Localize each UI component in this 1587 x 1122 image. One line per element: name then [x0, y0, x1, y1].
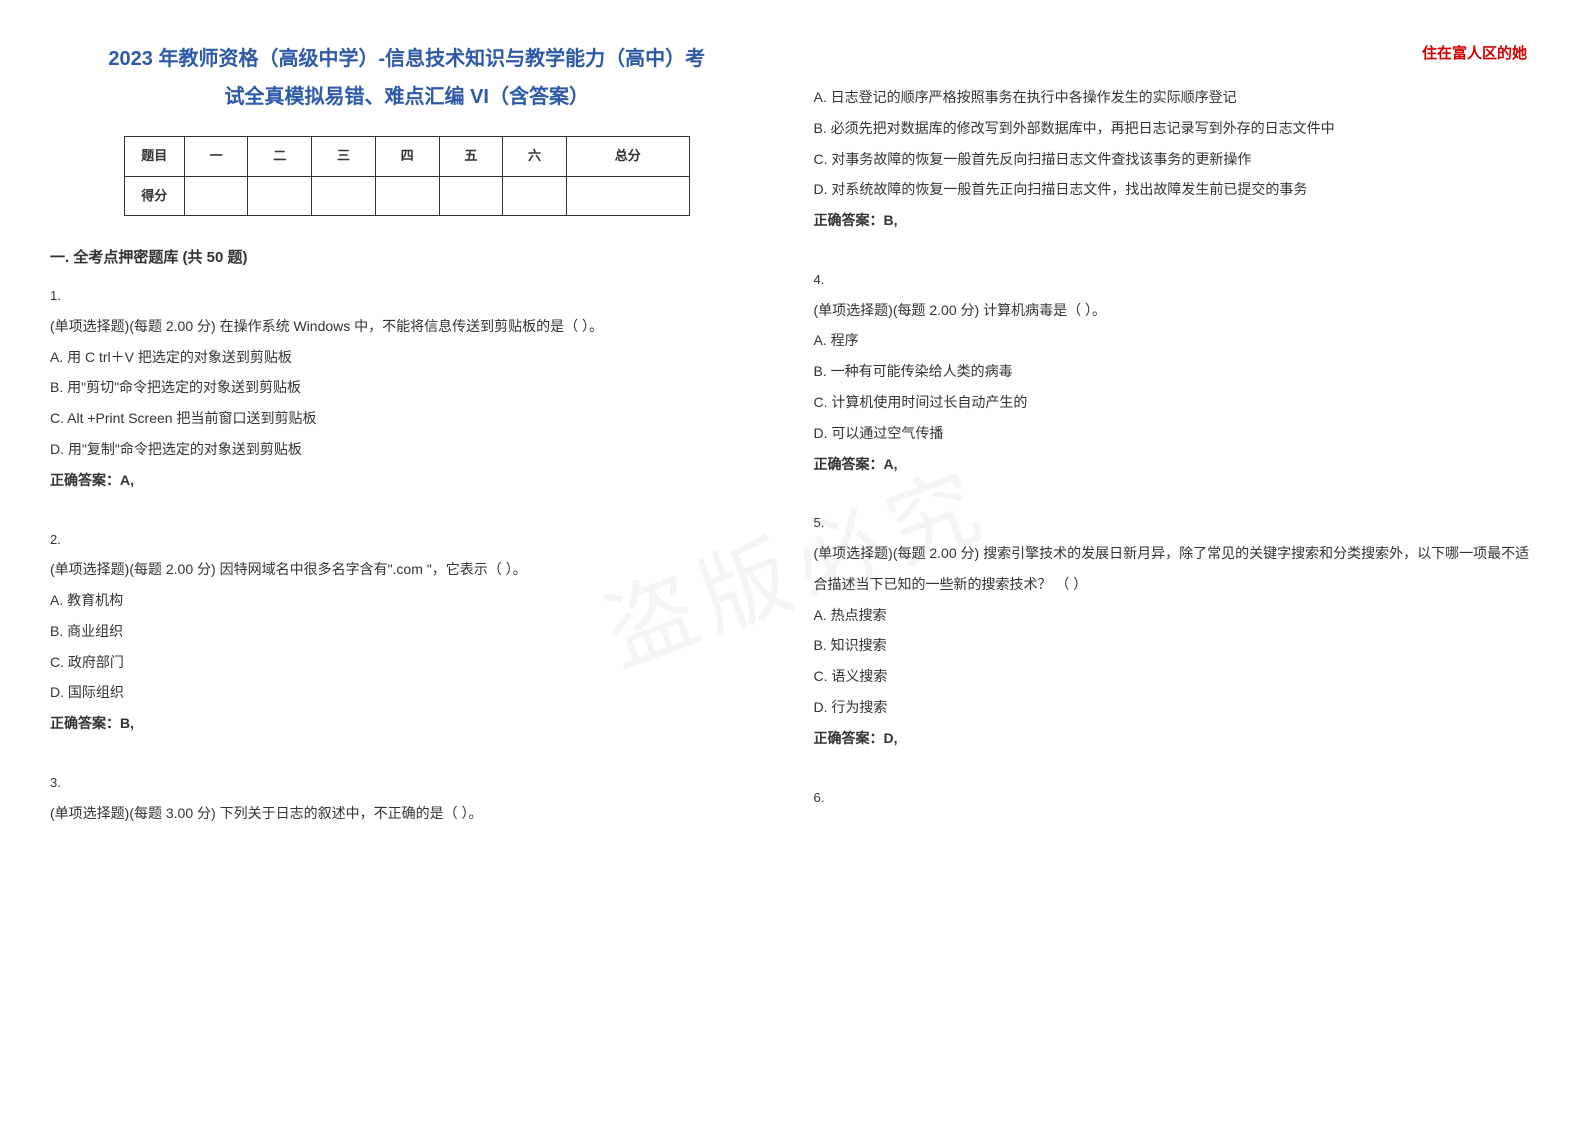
left-column: 2023 年教师资格（高级中学）-信息技术知识与教学能力（高中）考 试全真模拟易…: [0, 0, 794, 1122]
table-header: 二: [248, 137, 312, 177]
question-block: 2. (单项选择题)(每题 2.00 分) 因特网域名中很多名字含有".com …: [50, 526, 764, 739]
title-line-1: 2023 年教师资格（高级中学）-信息技术知识与教学能力（高中）考: [50, 40, 764, 78]
question-text: (单项选择题)(每题 2.00 分) 在操作系统 Windows 中，不能将信息…: [50, 311, 764, 342]
option-b: B. 用"剪切"命令把选定的对象送到剪贴板: [50, 372, 764, 403]
question-block: A. 日志登记的顺序严格按照事务在执行中各操作发生的实际顺序登记 B. 必须先把…: [814, 82, 1538, 236]
title-line-2: 试全真模拟易错、难点汇编 VI（含答案）: [50, 78, 764, 116]
right-column: A. 日志登记的顺序严格按照事务在执行中各操作发生的实际顺序登记 B. 必须先把…: [794, 0, 1587, 1122]
question-text: (单项选择题)(每题 2.00 分) 搜索引擎技术的发展日新月异，除了常见的关键…: [814, 538, 1538, 600]
option-b: B. 知识搜索: [814, 630, 1538, 661]
table-cell: [184, 176, 248, 216]
option-a: A. 热点搜索: [814, 600, 1538, 631]
option-c: C. 政府部门: [50, 647, 764, 678]
question-text: (单项选择题)(每题 2.00 分) 计算机病毒是（ ）。: [814, 295, 1538, 326]
table-row: 题目 一 二 三 四 五 六 总分: [124, 137, 689, 177]
option-a: A. 用 C trl＋V 把选定的对象送到剪贴板: [50, 342, 764, 373]
table-cell: [439, 176, 503, 216]
option-a: A. 日志登记的顺序严格按照事务在执行中各操作发生的实际顺序登记: [814, 82, 1538, 113]
option-d: D. 用"复制"命令把选定的对象送到剪贴板: [50, 434, 764, 465]
question-number: 4.: [814, 266, 1538, 295]
table-header: 六: [503, 137, 567, 177]
table-header: 三: [312, 137, 376, 177]
question-block: 1. (单项选择题)(每题 2.00 分) 在操作系统 Windows 中，不能…: [50, 282, 764, 495]
question-text: (单项选择题)(每题 3.00 分) 下列关于日志的叙述中，不正确的是（ ）。: [50, 798, 764, 829]
option-d: D. 对系统故障的恢复一般首先正向扫描日志文件，找出故障发生前已提交的事务: [814, 174, 1538, 205]
answer-text: 正确答案：B,: [50, 708, 764, 739]
table-header: 题目: [124, 137, 184, 177]
question-number: 1.: [50, 282, 764, 311]
table-cell: [312, 176, 376, 216]
question-block: 3. (单项选择题)(每题 3.00 分) 下列关于日志的叙述中，不正确的是（ …: [50, 769, 764, 828]
table-cell: [248, 176, 312, 216]
option-b: B. 商业组织: [50, 616, 764, 647]
score-table: 题目 一 二 三 四 五 六 总分 得分: [124, 136, 690, 216]
table-header: 一: [184, 137, 248, 177]
question-number: 3.: [50, 769, 764, 798]
table-header: 四: [375, 137, 439, 177]
option-c: C. 计算机使用时间过长自动产生的: [814, 387, 1538, 418]
option-a: A. 教育机构: [50, 585, 764, 616]
question-block: 5. (单项选择题)(每题 2.00 分) 搜索引擎技术的发展日新月异，除了常见…: [814, 509, 1538, 753]
section-heading: 一. 全考点押密题库 (共 50 题): [50, 241, 764, 274]
answer-text: 正确答案：A,: [814, 449, 1538, 480]
table-cell: [566, 176, 689, 216]
question-number: 5.: [814, 509, 1538, 538]
question-text: (单项选择题)(每题 2.00 分) 因特网域名中很多名字含有".com "，它…: [50, 554, 764, 585]
option-d: D. 国际组织: [50, 677, 764, 708]
table-row: 得分: [124, 176, 689, 216]
top-red-label: 住在富人区的她: [1422, 42, 1527, 63]
option-c: C. 语义搜索: [814, 661, 1538, 692]
table-header: 五: [439, 137, 503, 177]
option-b: B. 一种有可能传染给人类的病毒: [814, 356, 1538, 387]
option-c: C. 对事务故障的恢复一般首先反向扫描日志文件查找该事务的更新操作: [814, 144, 1538, 175]
question-number: 6.: [814, 784, 1538, 813]
option-d: D. 行为搜索: [814, 692, 1538, 723]
answer-text: 正确答案：A,: [50, 465, 764, 496]
option-b: B. 必须先把对数据库的修改写到外部数据库中，再把日志记录写到外存的日志文件中: [814, 113, 1538, 144]
table-header: 总分: [566, 137, 689, 177]
question-number: 2.: [50, 526, 764, 555]
option-c: C. Alt +Print Screen 把当前窗口送到剪贴板: [50, 403, 764, 434]
question-block: 6.: [814, 784, 1538, 813]
document-title: 2023 年教师资格（高级中学）-信息技术知识与教学能力（高中）考 试全真模拟易…: [50, 40, 764, 116]
option-a: A. 程序: [814, 325, 1538, 356]
table-cell: [503, 176, 567, 216]
table-row-label: 得分: [124, 176, 184, 216]
answer-text: 正确答案：D,: [814, 723, 1538, 754]
option-d: D. 可以通过空气传播: [814, 418, 1538, 449]
question-block: 4. (单项选择题)(每题 2.00 分) 计算机病毒是（ ）。 A. 程序 B…: [814, 266, 1538, 479]
table-cell: [375, 176, 439, 216]
answer-text: 正确答案：B,: [814, 205, 1538, 236]
